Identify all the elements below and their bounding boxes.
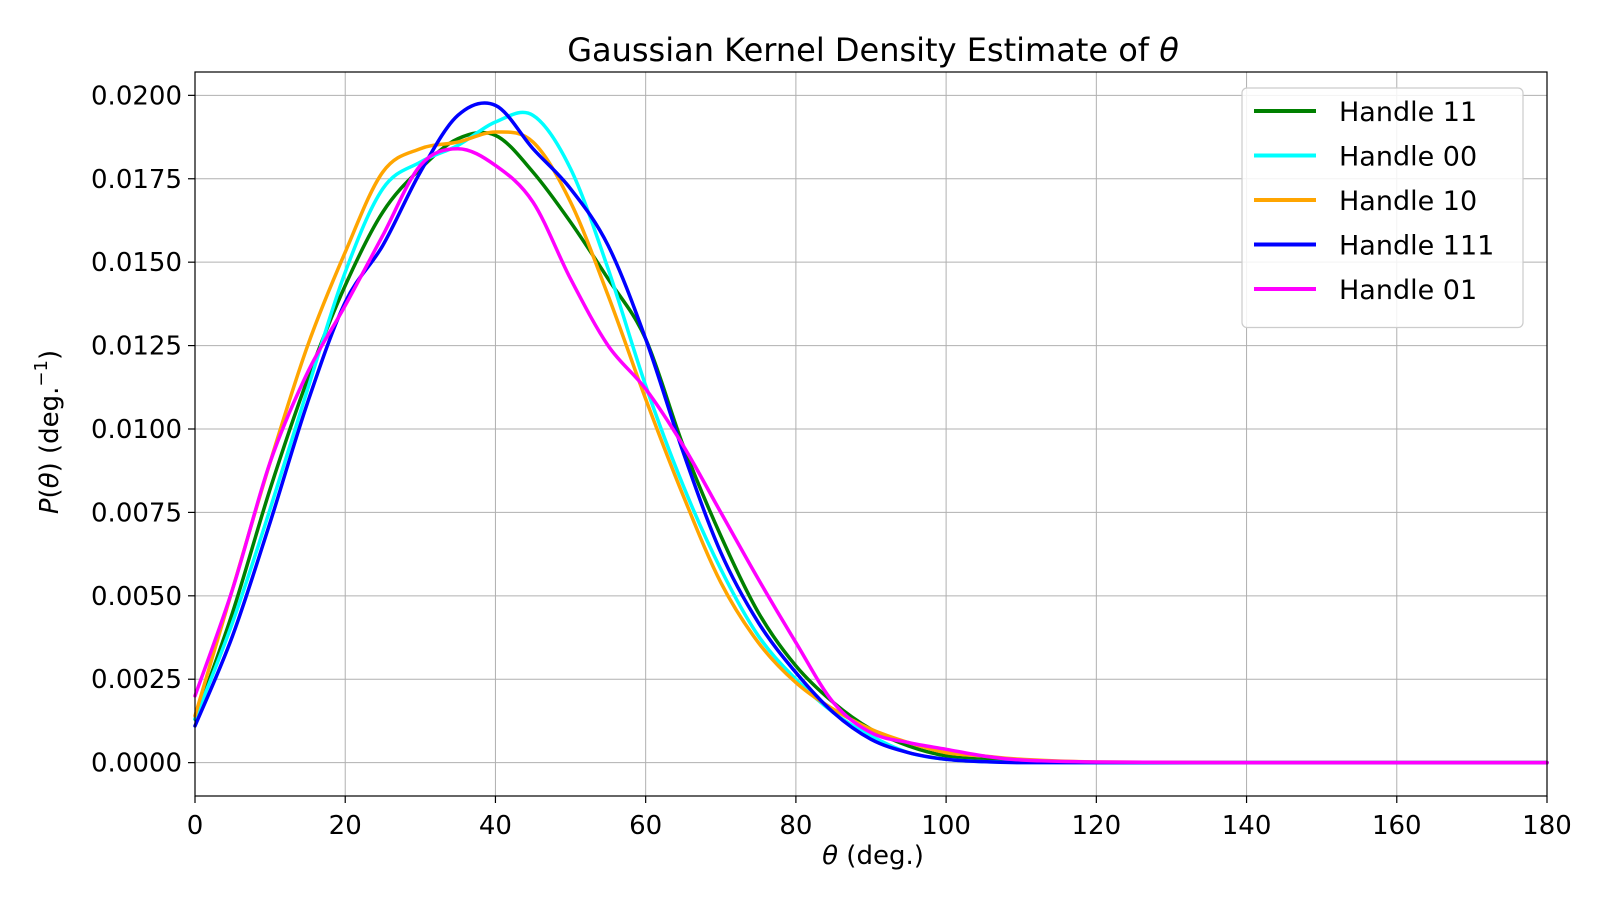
x-tick-label: 60 <box>629 811 662 841</box>
y-tick-label: 0.0025 <box>91 665 182 695</box>
x-tick-label: 180 <box>1522 811 1572 841</box>
y-axis-label: P(θ) (deg.−1) <box>31 350 65 514</box>
x-tick-label: 160 <box>1372 811 1422 841</box>
y-tick-label: 0.0150 <box>91 248 182 278</box>
x-axis-label: θ (deg.) <box>822 841 924 871</box>
legend-entry-label: Handle 111 <box>1339 231 1494 262</box>
series-line-handle-01 <box>193 146 1549 765</box>
plot-frame <box>194 71 1548 797</box>
y-tick-label: 0.0050 <box>91 582 182 612</box>
legend-entry-label: Handle 01 <box>1339 275 1477 306</box>
x-tick-label: 140 <box>1222 811 1272 841</box>
y-tick-label: 0.0000 <box>91 749 182 779</box>
axis-ticks: 0 20 40 60 80 100 120 140 160 180 0.0000 0.0025 0.00… <box>91 81 1572 841</box>
y-tick-label: 0.0175 <box>91 165 182 195</box>
x-tick-label: 20 <box>329 811 362 841</box>
y-tick-label: 0.0200 <box>91 81 182 111</box>
x-tick-label: 40 <box>479 811 512 841</box>
x-tick-label: 80 <box>779 811 812 841</box>
x-tick-label: 100 <box>921 811 971 841</box>
series-lines <box>193 101 1549 765</box>
y-tick-label: 0.0100 <box>91 415 182 445</box>
y-tick-label: 0.0075 <box>91 498 182 528</box>
y-tick-label: 0.0125 <box>91 332 182 362</box>
x-tick-label: 0 <box>187 811 204 841</box>
x-tick-label: 120 <box>1072 811 1122 841</box>
legend: Handle 11 Handle 00 Handle 10 Handle 111 Han… <box>1241 87 1524 329</box>
legend-entry-label: Handle 10 <box>1339 186 1477 217</box>
chart-title: Gaussian Kernel Density Estimate of θ <box>567 31 1179 69</box>
legend-entry-label: Handle 11 <box>1339 97 1477 128</box>
legend-entry-label: Handle 00 <box>1339 142 1477 173</box>
legend-box <box>1241 87 1524 329</box>
grid <box>194 72 1548 796</box>
